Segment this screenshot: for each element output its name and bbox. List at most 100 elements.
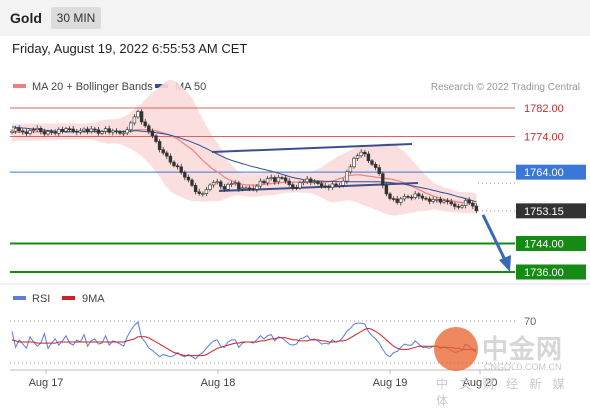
- candle-body: [377, 167, 381, 174]
- candle: [35, 125, 39, 132]
- candle: [406, 194, 410, 199]
- candle: [435, 197, 439, 203]
- watermark-text: 中金网: [482, 334, 564, 364]
- ma20-legend-swatch: [13, 84, 26, 88]
- candle-body: [391, 198, 396, 200]
- candle: [31, 127, 36, 134]
- candle-body: [103, 128, 108, 132]
- candle: [265, 176, 270, 186]
- candle-body: [121, 132, 126, 135]
- candle: [71, 126, 75, 134]
- candle: [258, 178, 263, 189]
- candle: [413, 190, 417, 200]
- candle-body: [13, 128, 18, 132]
- candle: [381, 171, 385, 189]
- candle-body: [442, 200, 446, 203]
- candle-body: [449, 201, 453, 205]
- candle: [24, 129, 29, 137]
- candle: [294, 184, 299, 191]
- candle-body: [352, 157, 356, 168]
- candle: [269, 174, 273, 181]
- candle-body: [150, 130, 155, 137]
- candle-body: [186, 176, 191, 181]
- candle-body: [283, 177, 288, 182]
- candle-body: [165, 152, 169, 157]
- candle: [75, 129, 79, 136]
- candle-body: [111, 130, 115, 133]
- candle: [222, 183, 227, 192]
- candle-body: [93, 128, 97, 131]
- candle-body: [341, 180, 345, 186]
- candle-body: [244, 187, 248, 190]
- candle: [190, 178, 194, 188]
- candle: [474, 203, 479, 214]
- candle-body: [197, 191, 201, 194]
- candle: [377, 164, 381, 176]
- candle: [111, 128, 115, 136]
- key-levels: [10, 107, 515, 273]
- watermark-url: CNGOLD.COM.CN: [484, 362, 562, 372]
- candle: [352, 156, 356, 169]
- candle: [78, 128, 83, 135]
- candle: [427, 196, 432, 205]
- candle: [276, 174, 281, 185]
- candle-body: [219, 181, 223, 187]
- candle-body: [237, 182, 241, 190]
- candle-body: [168, 155, 173, 163]
- candle: [219, 179, 223, 190]
- candle: [345, 169, 349, 185]
- rsi-legend-label: RSI: [32, 293, 50, 305]
- candle-body: [262, 180, 266, 184]
- candle: [179, 163, 183, 175]
- resistance-label: 1774.00: [524, 132, 564, 144]
- candle-body: [125, 129, 129, 134]
- candle: [334, 182, 338, 188]
- last-price-box: [516, 203, 586, 219]
- candle: [255, 183, 259, 193]
- candlesticks: [10, 109, 479, 214]
- candle-body: [316, 181, 320, 184]
- support-label: 1736.00: [524, 267, 564, 279]
- candle-body: [154, 135, 158, 142]
- candle: [309, 176, 313, 186]
- candle: [312, 179, 317, 185]
- candle: [183, 170, 187, 181]
- candle: [388, 192, 392, 201]
- timeframe-button[interactable]: 30 MIN: [51, 7, 101, 29]
- candle-body: [424, 197, 428, 200]
- rsi-line: [11, 321, 477, 360]
- candle-body: [96, 129, 101, 134]
- candle: [150, 128, 155, 139]
- candle-body: [233, 182, 237, 185]
- candle: [363, 150, 367, 158]
- candle: [193, 182, 198, 195]
- candle-body: [118, 131, 122, 134]
- candle-body: [366, 153, 371, 162]
- candle: [395, 195, 399, 205]
- candle-body: [276, 177, 281, 183]
- candle-body: [42, 131, 47, 135]
- candle: [10, 129, 14, 135]
- copyright-text: Research © 2022 Trading Central: [431, 82, 580, 93]
- candle: [438, 196, 443, 205]
- candle: [139, 109, 144, 125]
- candle-body: [107, 128, 111, 133]
- candle-body: [175, 165, 180, 168]
- channel-upper-line: [211, 143, 413, 153]
- candle: [96, 127, 101, 136]
- candle: [93, 126, 97, 133]
- candle: [348, 164, 353, 175]
- watermark-subtitle: 中 文 财 经 新 媒 体: [436, 377, 569, 408]
- rsi-ma-line: [11, 327, 477, 357]
- candle: [280, 175, 284, 180]
- candle-body: [60, 129, 65, 132]
- candle-body: [39, 128, 43, 132]
- rsi-legend: RSI 9MA: [13, 293, 105, 305]
- candle: [301, 179, 306, 186]
- bollinger-bands: [12, 79, 477, 216]
- candle-body: [226, 183, 230, 190]
- candle: [391, 196, 396, 202]
- candle: [215, 178, 219, 185]
- candle: [233, 179, 237, 186]
- candle: [17, 125, 21, 133]
